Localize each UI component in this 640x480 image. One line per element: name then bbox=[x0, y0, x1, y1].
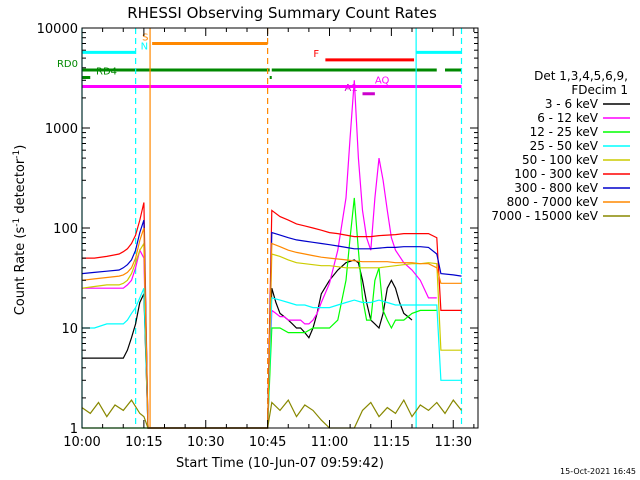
series-line-5 bbox=[82, 202, 462, 429]
axes bbox=[81, 27, 479, 429]
flag-bars: RD0 RD4 SN F A1 AQ bbox=[57, 32, 462, 96]
flag-label-s: S bbox=[142, 32, 148, 43]
series-line-3 bbox=[82, 287, 462, 429]
legend-label-3: 25 - 50 keV bbox=[530, 139, 599, 153]
flag-label-f: F bbox=[313, 49, 319, 60]
legend-header-2: FDecim 1 bbox=[571, 83, 628, 97]
series-line-7 bbox=[81, 227, 462, 429]
x-tick-label-2: 10:30 bbox=[187, 435, 224, 450]
flag-label-n: N bbox=[141, 41, 148, 52]
legend-label-8: 7000 - 15000 keV bbox=[491, 209, 598, 223]
y-tick-label-1: 10 bbox=[61, 322, 78, 337]
flag-label-aq: AQ bbox=[375, 76, 390, 87]
series-lines bbox=[81, 80, 462, 429]
y-axis-label-sup1: -1 bbox=[12, 218, 22, 227]
y-tick-label-4: 10000 bbox=[37, 22, 78, 37]
legend-label-1: 6 - 12 keV bbox=[537, 111, 599, 125]
flag-label-rd0: RD0 bbox=[57, 59, 78, 70]
y-tick-label-3: 1000 bbox=[45, 122, 78, 137]
x-tick-label-5: 11:15 bbox=[373, 435, 410, 450]
flag-label-rd4: RD4 bbox=[96, 66, 117, 77]
timestamp: 15-Oct-2021 16:45 bbox=[560, 467, 636, 476]
legend-label-0: 3 - 6 keV bbox=[545, 97, 599, 111]
y-axis-label: Count Rate (s-1 detector-1) bbox=[12, 145, 28, 316]
legend-label-7: 800 - 7000 keV bbox=[507, 195, 599, 209]
series-line-0 bbox=[82, 259, 413, 429]
y-axis-label-sup2: -1 bbox=[12, 150, 22, 159]
y-tick-label-0: 1 bbox=[70, 422, 78, 437]
x-tick-label-1: 10:15 bbox=[125, 435, 162, 450]
x-tick-label-0: 10:00 bbox=[63, 435, 100, 450]
y-axis-label-mid: detector bbox=[13, 158, 28, 218]
series-line-6 bbox=[81, 219, 462, 429]
x-tick-label-6: 11:30 bbox=[435, 435, 472, 450]
legend-label-4: 50 - 100 keV bbox=[522, 153, 599, 167]
series-line-8 bbox=[81, 398, 462, 429]
flag-label-a1: A1 bbox=[345, 83, 358, 94]
y-axis-label-main: Count Rate (s bbox=[13, 227, 28, 316]
legend-header-1: Det 1,3,4,5,6,9, bbox=[534, 69, 628, 83]
x-tick-label-4: 11:00 bbox=[311, 435, 348, 450]
legend-label-5: 100 - 300 keV bbox=[514, 167, 598, 181]
series-line-4 bbox=[81, 241, 462, 429]
chart-title: RHESSI Observing Summary Count Rates bbox=[127, 4, 437, 22]
y-tick-label-2: 100 bbox=[53, 222, 78, 237]
x-tick-label-3: 10:45 bbox=[249, 435, 286, 450]
tick-labels: 10:00 10:15 10:30 10:45 11:00 11:15 11:30 1 10 10… bbox=[37, 22, 472, 450]
y-axis-label-end: ) bbox=[13, 145, 28, 150]
x-axis-label: Start Time (10-Jun-07 09:59:42) bbox=[176, 456, 384, 471]
legend-label-6: 300 - 800 keV bbox=[514, 181, 598, 195]
legend-label-2: 12 - 25 keV bbox=[530, 125, 599, 139]
series-line-2 bbox=[82, 197, 437, 429]
